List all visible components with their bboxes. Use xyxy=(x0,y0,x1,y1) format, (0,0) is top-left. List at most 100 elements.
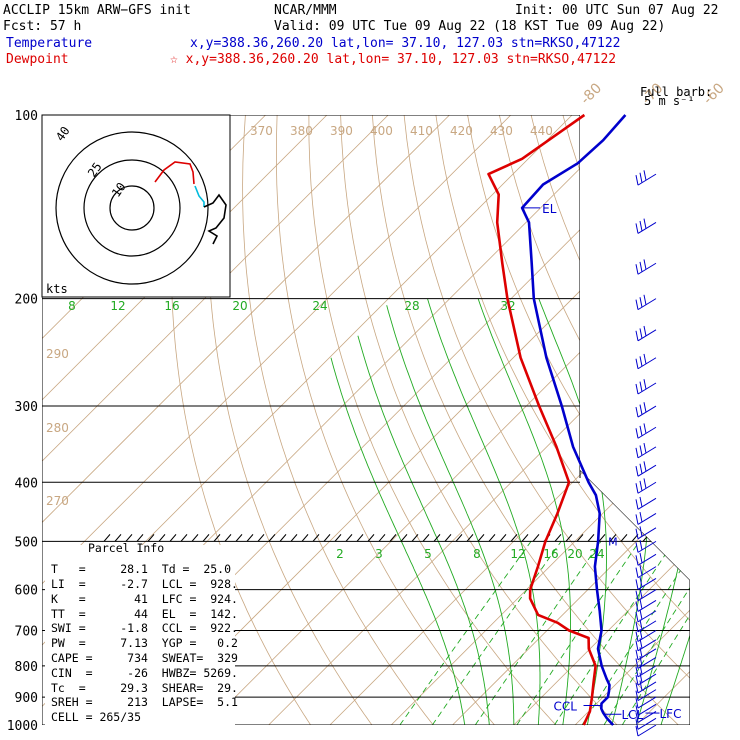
tick-hatch xyxy=(587,534,595,542)
tick-hatch xyxy=(169,534,177,542)
wind-barb xyxy=(635,689,657,702)
wind-barb xyxy=(635,717,657,730)
saturated-adiabat-label: 20 xyxy=(232,299,247,313)
wind-barbs: Full barb: 5 m s⁻¹ xyxy=(635,85,712,737)
parcel-row: PW = 7.13 YGP = 0.2 xyxy=(51,636,238,650)
tick-hatch xyxy=(521,534,529,542)
isotherm xyxy=(452,115,690,725)
tick-hatch xyxy=(598,534,606,542)
tick-hatch xyxy=(147,534,155,542)
mixing-ratio-line xyxy=(581,541,690,725)
tick-hatch xyxy=(257,534,265,542)
hodograph-unit-label: kts xyxy=(46,282,68,296)
theta-label: 290 xyxy=(46,347,69,361)
tick-hatch xyxy=(400,534,408,542)
isotherm xyxy=(513,115,690,725)
wind-barb xyxy=(635,461,657,477)
wind-barb xyxy=(635,442,657,459)
el-marker-label: EL xyxy=(542,202,557,216)
tick-hatch xyxy=(411,534,419,542)
theta-label: 380 xyxy=(290,124,313,138)
isotherm xyxy=(207,115,690,725)
valid-time: Valid: 09 UTC Tue 09 Aug 22 (18 KST Tue … xyxy=(274,19,665,34)
dry-adiabat xyxy=(657,115,690,725)
parcel-info-title: Parcel Info xyxy=(88,541,164,555)
dry-adiabat xyxy=(276,115,495,725)
tick-hatch xyxy=(345,534,353,542)
tick-hatch xyxy=(323,534,331,542)
wind-barb xyxy=(635,696,657,709)
mixing-ratio-line xyxy=(516,541,640,725)
background-lines xyxy=(42,115,740,725)
wind-barb xyxy=(635,353,657,370)
dry-adiabat xyxy=(207,115,373,725)
isotherm xyxy=(268,115,690,725)
saturated-adiabat xyxy=(477,298,571,725)
tick-hatch xyxy=(114,534,122,542)
tick-hatch xyxy=(235,534,243,542)
barb-unit: 5 m s⁻¹ xyxy=(644,94,695,108)
dry-adiabat xyxy=(242,115,434,725)
barb-title: Full barb: xyxy=(640,85,712,99)
mixing-ratio-label: 20 xyxy=(567,547,582,561)
tick-hatch xyxy=(103,534,111,542)
tick-hatch xyxy=(488,534,496,542)
wind-barb xyxy=(635,526,657,540)
tick-hatch xyxy=(444,534,452,542)
parcel-row: Tc = 29.3 SHEAR= 29. xyxy=(51,681,238,695)
hodograph-trace-mid xyxy=(203,193,227,245)
tick-hatch xyxy=(532,534,540,542)
wind-barb xyxy=(635,511,657,525)
dry-adiabat xyxy=(435,115,690,725)
tick-hatch xyxy=(653,534,661,542)
tick-hatch xyxy=(675,534,683,542)
dry-adiabat xyxy=(530,115,690,725)
tick-hatch xyxy=(202,534,210,542)
tick-hatch xyxy=(356,534,364,542)
dry-adiabat xyxy=(594,115,690,725)
isotherm xyxy=(329,115,690,725)
wind-barb xyxy=(635,655,657,669)
parcel-row: CIN = -26 HWBZ= 5269. xyxy=(51,666,238,680)
mixing-ratio-line xyxy=(474,541,602,725)
tick-hatch xyxy=(664,534,672,542)
pressure-tick-label: 400 xyxy=(15,476,38,491)
tick-hatch xyxy=(378,534,386,542)
wind-barb xyxy=(635,710,657,723)
saturated-adiabat-label: 8 xyxy=(68,299,76,313)
lfc-marker-label: LFC xyxy=(659,707,681,721)
dewpoint-location: ☆ x,y=388.36,260.20 lat,lon= 37.10, 127.… xyxy=(170,52,616,67)
isotherm xyxy=(42,115,512,725)
m-marker-label: M xyxy=(608,535,618,548)
wind-barb xyxy=(635,576,657,590)
pressure-tick-label: 600 xyxy=(15,584,38,599)
isotherm xyxy=(574,115,690,725)
mixing-ratio-line xyxy=(399,541,532,725)
wind-barb xyxy=(635,724,657,737)
dewpoint-legend: Dewpoint xyxy=(6,52,69,67)
dry-adiabat xyxy=(626,115,690,725)
saturated-adiabat xyxy=(660,298,690,725)
pressure-tick-label: 100 xyxy=(15,109,38,124)
institution-label: NCAR/MMM xyxy=(274,3,337,18)
tick-hatch xyxy=(620,534,628,542)
pressure-tick-label: 300 xyxy=(15,400,38,415)
dewpoint-trace xyxy=(487,113,597,726)
wind-barb xyxy=(635,259,657,275)
saturated-adiabat-label: 16 xyxy=(164,299,179,313)
parcel-row: SWI = -1.8 CCL = 922. xyxy=(51,621,238,635)
sounding-traces: EL M CCL LCL LFC xyxy=(487,113,681,726)
hodograph-ring-label-10: 10 xyxy=(109,180,129,200)
parcel-row: K = 41 LFC = 924. xyxy=(51,592,238,606)
tick-hatch xyxy=(125,534,133,542)
mixing-ratio-label: 3 xyxy=(375,547,383,561)
wind-barb xyxy=(635,478,657,494)
tick-hatch xyxy=(312,534,320,542)
theta-label: 410 xyxy=(410,124,433,138)
model-title: ACCLIP 15km ARW−GFS init xyxy=(3,3,191,18)
temperature-legend: Temperature xyxy=(6,36,92,51)
tick-hatch xyxy=(686,534,690,542)
dry-adiabat xyxy=(722,115,740,725)
wind-barb xyxy=(635,565,657,579)
tick-hatch xyxy=(554,534,562,542)
